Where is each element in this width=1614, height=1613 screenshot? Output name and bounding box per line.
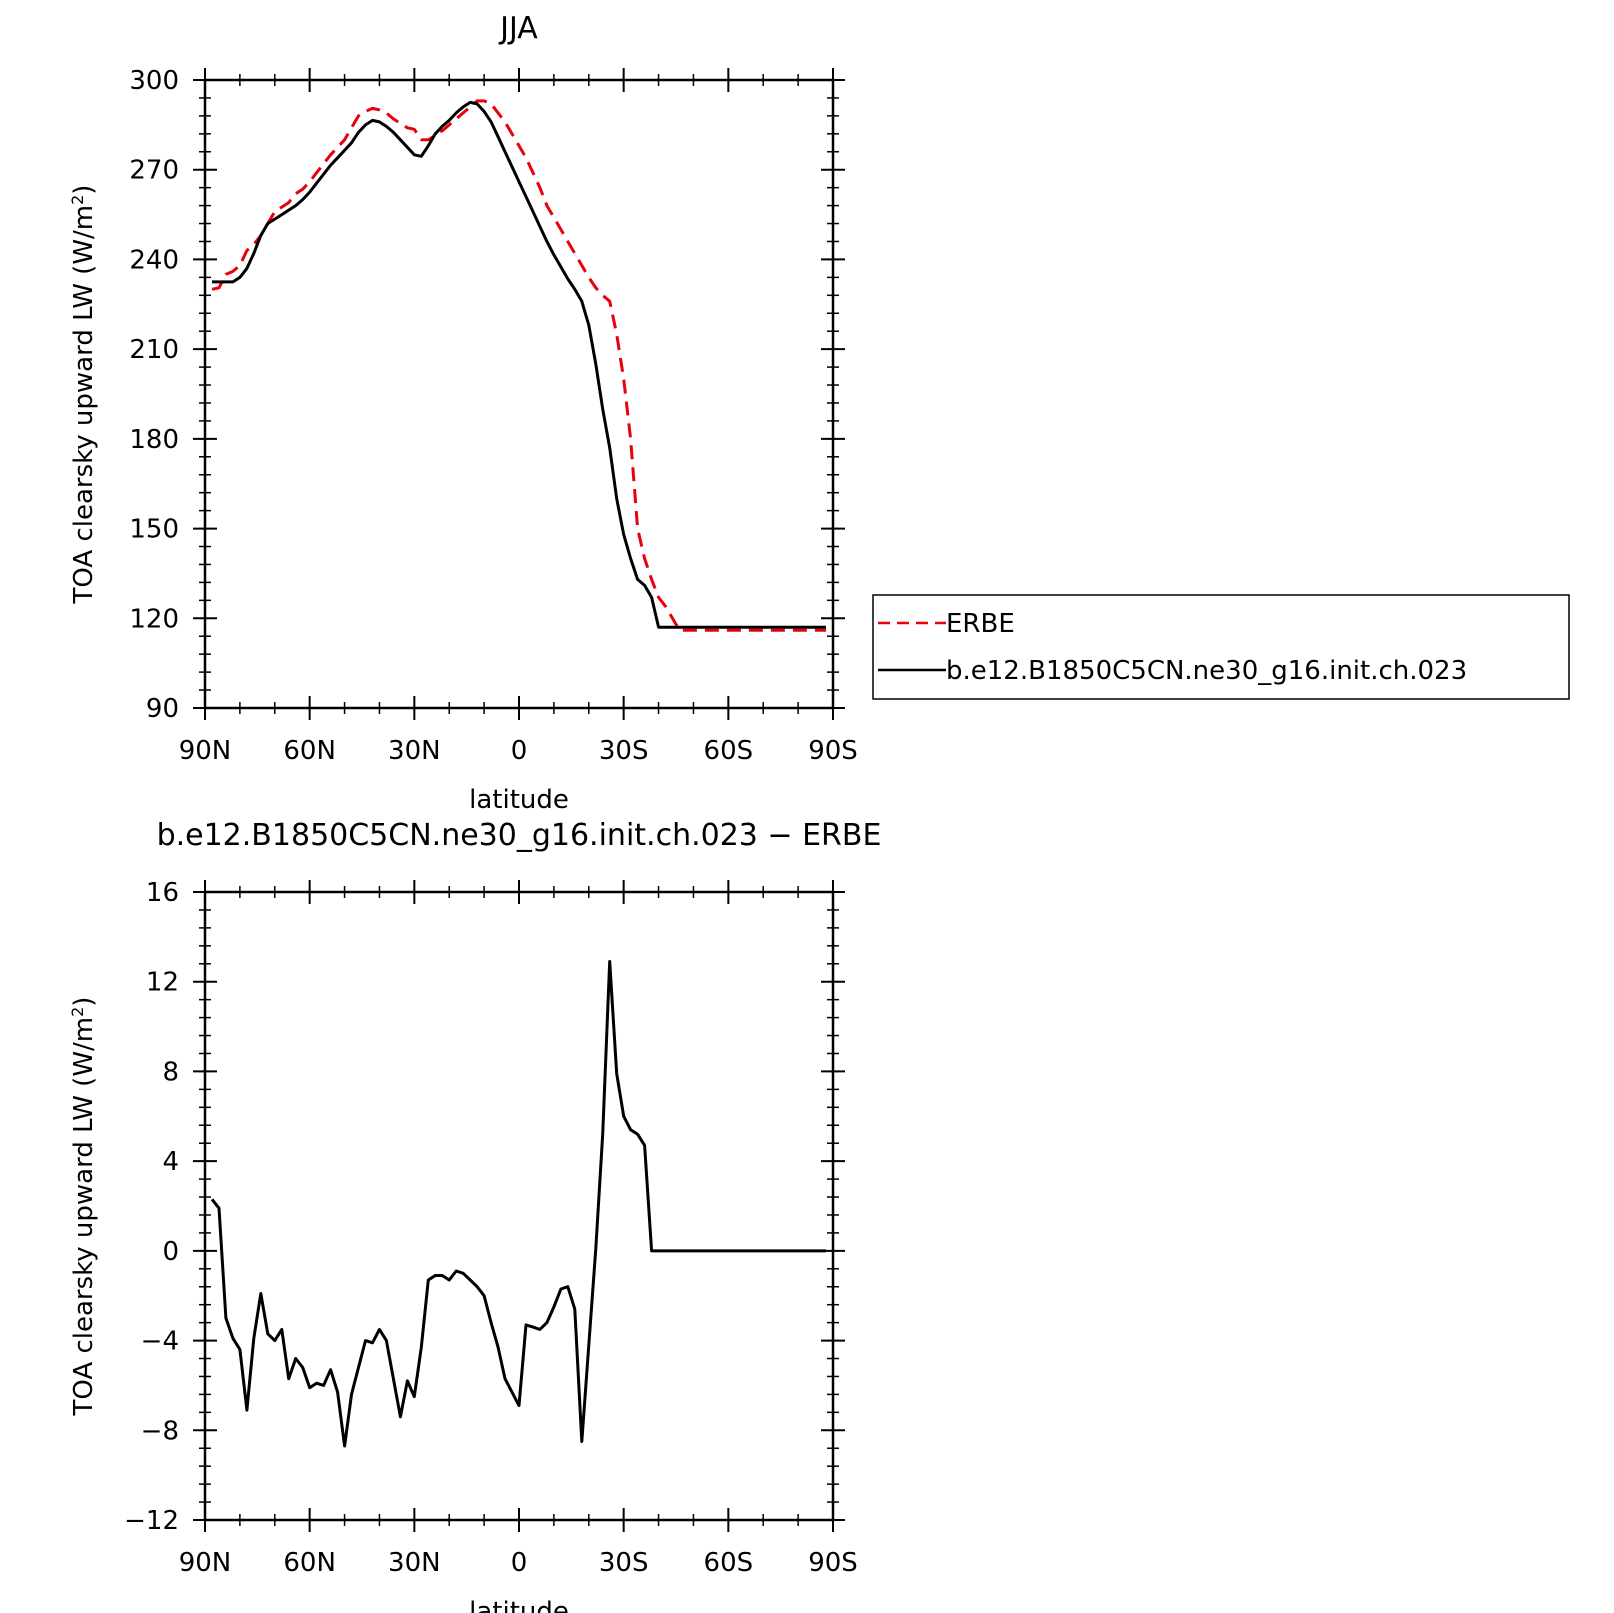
legend-box — [872, 594, 1570, 700]
top-series-line-1 — [212, 100, 826, 629]
bottom-y-tick-label: 16 — [146, 878, 179, 908]
bottom-plot-title: b.e12.B1850C5CN.ne30_g16.init.ch.023 − E… — [157, 818, 882, 853]
top-x-axis-title: latitude — [469, 785, 569, 815]
top-y-axis-title: TOA clearsky upward LW (W/m2) — [68, 185, 100, 605]
top-panel: JJA 90 120 150 180 210 240 270 300 90N 60N 30N 0 30… — [68, 11, 1570, 815]
top-plot-frame — [203, 78, 835, 710]
top-y-tick-label: 120 — [129, 604, 179, 634]
bottom-x-tick-label: 90N — [179, 1548, 232, 1578]
bottom-y-tick-label: 0 — [162, 1237, 179, 1267]
top-y-tick-labels: 90 120 150 180 210 240 270 300 — [129, 66, 179, 724]
bottom-x-tick-label: 60S — [704, 1548, 754, 1578]
top-y-tick-label: 150 — [129, 515, 179, 545]
bottom-tick-marks — [193, 880, 845, 1532]
top-series-line-0 — [211, 99, 826, 632]
top-x-tick-label: 60S — [704, 736, 754, 766]
top-x-tick-labels: 90N 60N 30N 0 30S 60S 90S — [179, 736, 858, 766]
top-tick-marks — [193, 68, 845, 720]
top-y-tick-label: 210 — [129, 335, 179, 365]
top-y-tick-label: 270 — [129, 156, 179, 186]
bottom-x-tick-label: 30S — [599, 1548, 649, 1578]
bottom-x-tick-label: 90S — [808, 1548, 858, 1578]
bottom-series-line-0 — [210, 960, 826, 1448]
bottom-series-group — [210, 960, 826, 1448]
bottom-x-axis-title: latitude — [469, 1597, 569, 1613]
top-y-tick-label: 300 — [129, 66, 179, 96]
top-x-tick-label: 30N — [388, 736, 441, 766]
bottom-plot-frame — [203, 890, 835, 1522]
bottom-y-axis-title: TOA clearsky upward LW (W/m2) — [68, 997, 100, 1417]
top-x-tick-label: 30S — [599, 736, 649, 766]
top-x-tick-label: 60N — [283, 736, 336, 766]
top-y-tick-label: 180 — [129, 425, 179, 455]
legend: ERBE b.e12.B1850C5CN.ne30_g16.init.ch.02… — [872, 594, 1570, 700]
bottom-panel: b.e12.B1850C5CN.ne30_g16.init.ch.023 − E… — [68, 818, 882, 1613]
top-series-group — [211, 99, 826, 632]
top-y-tick-label: 240 — [129, 245, 179, 275]
bottom-x-tick-label: 30N — [388, 1548, 441, 1578]
top-plot-title: JJA — [498, 11, 538, 46]
legend-label-model: b.e12.B1850C5CN.ne30_g16.init.ch.023 — [946, 656, 1467, 686]
legend-label-erbe: ERBE — [946, 609, 1015, 639]
bottom-y-tick-label: −12 — [124, 1506, 179, 1536]
top-y-tick-label: 90 — [146, 694, 179, 724]
top-x-tick-label: 0 — [511, 736, 528, 766]
bottom-x-tick-label: 60N — [283, 1548, 336, 1578]
bottom-x-tick-labels: 90N 60N 30N 0 30S 60S 90S — [179, 1548, 858, 1578]
bottom-y-tick-label: −8 — [141, 1416, 179, 1446]
top-x-tick-label: 90S — [808, 736, 858, 766]
top-x-tick-label: 90N — [179, 736, 232, 766]
bottom-y-tick-label: 12 — [146, 968, 179, 998]
bottom-x-tick-label: 0 — [511, 1548, 528, 1578]
bottom-y-tick-label: 8 — [162, 1057, 179, 1087]
bottom-y-tick-label: −4 — [141, 1327, 179, 1357]
bottom-y-tick-label: 4 — [162, 1147, 179, 1177]
bottom-y-tick-labels: −12 −8 −4 0 4 8 12 16 — [124, 878, 179, 1536]
